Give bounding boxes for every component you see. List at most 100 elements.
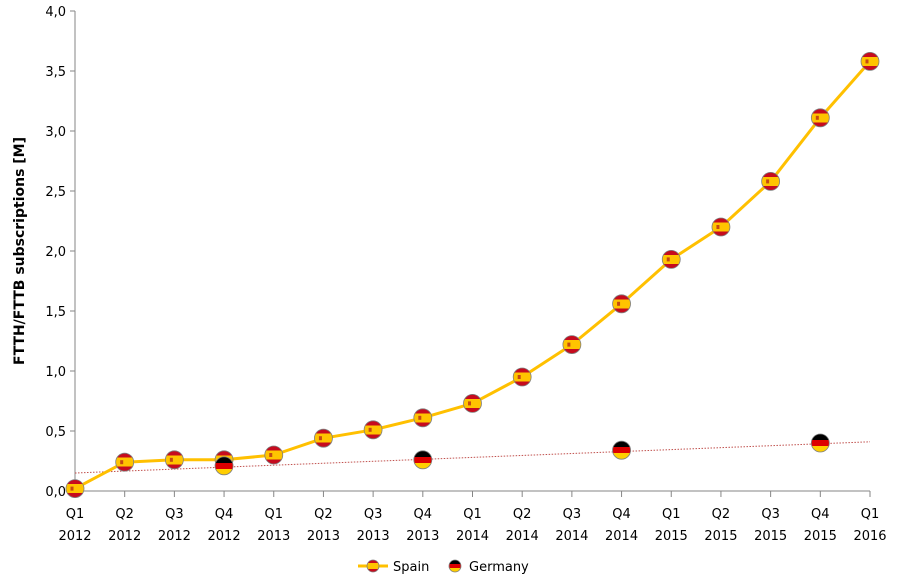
spain-marker-circle bbox=[761, 171, 781, 191]
x-tick-label-year: 2012 bbox=[208, 529, 241, 544]
spain-marker-emblem bbox=[70, 486, 74, 491]
spain-marker bbox=[413, 408, 433, 428]
spain-marker-emblem bbox=[865, 59, 869, 64]
spain-marker bbox=[810, 108, 830, 128]
spain-marker bbox=[363, 420, 383, 440]
germany-marker-circle bbox=[612, 440, 631, 460]
y-tick-label: 2,0 bbox=[45, 245, 66, 260]
y-tick-label: 0,0 bbox=[45, 485, 66, 500]
x-tick-label-year: 2014 bbox=[456, 529, 489, 544]
y-tick-label: 4,0 bbox=[45, 5, 66, 20]
spain-marker bbox=[264, 445, 284, 465]
x-tick-label-year: 2013 bbox=[406, 529, 439, 544]
x-tick-label-year: 2015 bbox=[704, 529, 737, 544]
y-axis-ticks: 0,0 0,5 1,0 1,5 2,0 2,5 3,0 3,5 4,0 bbox=[45, 5, 75, 500]
x-tick-label-year: 2012 bbox=[108, 529, 141, 544]
spain-marker-emblem bbox=[318, 436, 322, 441]
spain-series-line bbox=[74, 60, 872, 490]
x-tick-label-quarter: Q3 bbox=[563, 507, 582, 522]
x-tick-label-quarter: Q3 bbox=[165, 507, 184, 522]
x-tick-label-quarter: Q4 bbox=[612, 507, 631, 522]
spain-marker-emblem bbox=[815, 115, 819, 120]
x-tick-label-quarter: Q1 bbox=[264, 507, 283, 522]
spain-marker-emblem bbox=[617, 301, 621, 306]
x-tick-label-quarter: Q2 bbox=[513, 507, 532, 522]
x-tick-label-quarter: Q4 bbox=[414, 507, 433, 522]
spain-marker bbox=[115, 452, 135, 472]
legend-spain-marker bbox=[366, 559, 380, 573]
spain-marker bbox=[314, 428, 333, 448]
y-tick-label: 1,5 bbox=[45, 305, 66, 320]
spain-marker bbox=[512, 367, 532, 387]
germany-marker bbox=[214, 456, 234, 476]
x-axis-ticks: Q1 2012 Q2 2012 Q3 2012 Q4 2012 Q1 2013 Q2 2013 Q3 20… bbox=[58, 491, 887, 544]
x-tick-label-quarter: Q4 bbox=[811, 507, 830, 522]
axes bbox=[74, 11, 870, 492]
x-tick-label-year: 2013 bbox=[307, 529, 340, 544]
spain-marker-circle bbox=[413, 408, 433, 428]
germany-marker bbox=[413, 450, 433, 470]
x-tick-label-quarter: Q4 bbox=[215, 507, 234, 522]
x-tick-label-quarter: Q3 bbox=[364, 507, 383, 522]
spain-marker-circle bbox=[463, 393, 482, 413]
x-tick-label-year: 2012 bbox=[158, 529, 191, 544]
y-tick-label: 3,0 bbox=[45, 125, 66, 140]
germany-marker-circle bbox=[810, 433, 830, 453]
x-tick-label-quarter: Q1 bbox=[662, 507, 681, 522]
spain-marker-circle bbox=[711, 217, 731, 237]
x-tick-label-year: 2013 bbox=[357, 529, 390, 544]
spain-marker bbox=[562, 335, 582, 355]
spain-marker bbox=[711, 217, 731, 237]
germany-marker-circle bbox=[214, 456, 234, 476]
legend-spain-label: Spain bbox=[393, 560, 429, 575]
y-axis-title: FTTH/FTTB subscriptions [M] bbox=[12, 137, 28, 365]
x-tick-label-year: 2012 bbox=[58, 529, 91, 544]
spain-marker-emblem bbox=[716, 225, 720, 229]
trendline-layer bbox=[74, 441, 871, 474]
x-tick-label-year: 2015 bbox=[754, 529, 787, 544]
spain-marker bbox=[661, 249, 681, 269]
spain-marker-emblem bbox=[169, 457, 173, 462]
spain-marker bbox=[612, 294, 631, 314]
y-tick-label: 2,5 bbox=[45, 185, 66, 200]
x-tick-label-quarter: Q2 bbox=[314, 507, 333, 522]
spain-marker bbox=[65, 479, 85, 499]
spain-marker-emblem bbox=[468, 401, 471, 406]
x-tick-label-year: 2014 bbox=[605, 529, 638, 544]
spain-marker-circle bbox=[661, 249, 681, 269]
x-tick-label-quarter: Q3 bbox=[761, 507, 780, 522]
y-tick-label: 3,5 bbox=[45, 65, 66, 80]
series-markers bbox=[65, 52, 880, 499]
spain-marker bbox=[463, 393, 482, 413]
spain-marker-circle bbox=[612, 294, 631, 314]
x-tick-label-year: 2015 bbox=[804, 529, 837, 544]
x-tick-label-quarter: Q2 bbox=[712, 507, 731, 522]
x-tick-label-year: 2014 bbox=[555, 529, 588, 544]
x-tick-label-year: 2015 bbox=[655, 529, 688, 544]
spain-marker-circle bbox=[810, 108, 830, 128]
x-tick-label-quarter: Q1 bbox=[463, 507, 482, 522]
spain-marker-emblem bbox=[766, 179, 770, 184]
x-tick-label-quarter: Q2 bbox=[115, 507, 134, 522]
germany-marker-circle bbox=[413, 450, 433, 470]
spain-marker-emblem bbox=[517, 375, 521, 379]
spain-marker-circle bbox=[363, 420, 383, 440]
spain-marker-circle bbox=[562, 335, 582, 355]
spain-marker-circle bbox=[264, 445, 284, 465]
y-tick-label: 1,0 bbox=[45, 365, 66, 380]
spain-marker-circle bbox=[65, 479, 85, 499]
spain-marker-circle bbox=[115, 452, 135, 472]
series-lines bbox=[74, 60, 872, 490]
germany-marker bbox=[612, 440, 631, 460]
spain-marker-emblem bbox=[567, 342, 571, 347]
legend: Spain Germany bbox=[358, 559, 529, 575]
spain-marker-emblem bbox=[120, 460, 124, 465]
legend-germany-marker bbox=[448, 559, 462, 573]
spain-marker bbox=[860, 52, 880, 71]
spain-marker-emblem bbox=[418, 415, 422, 420]
y-tick-label: 0,5 bbox=[45, 425, 66, 440]
spain-marker-circle bbox=[860, 52, 880, 71]
x-tick-label-quarter: Q1 bbox=[861, 507, 880, 522]
spain-marker-circle bbox=[314, 428, 333, 448]
